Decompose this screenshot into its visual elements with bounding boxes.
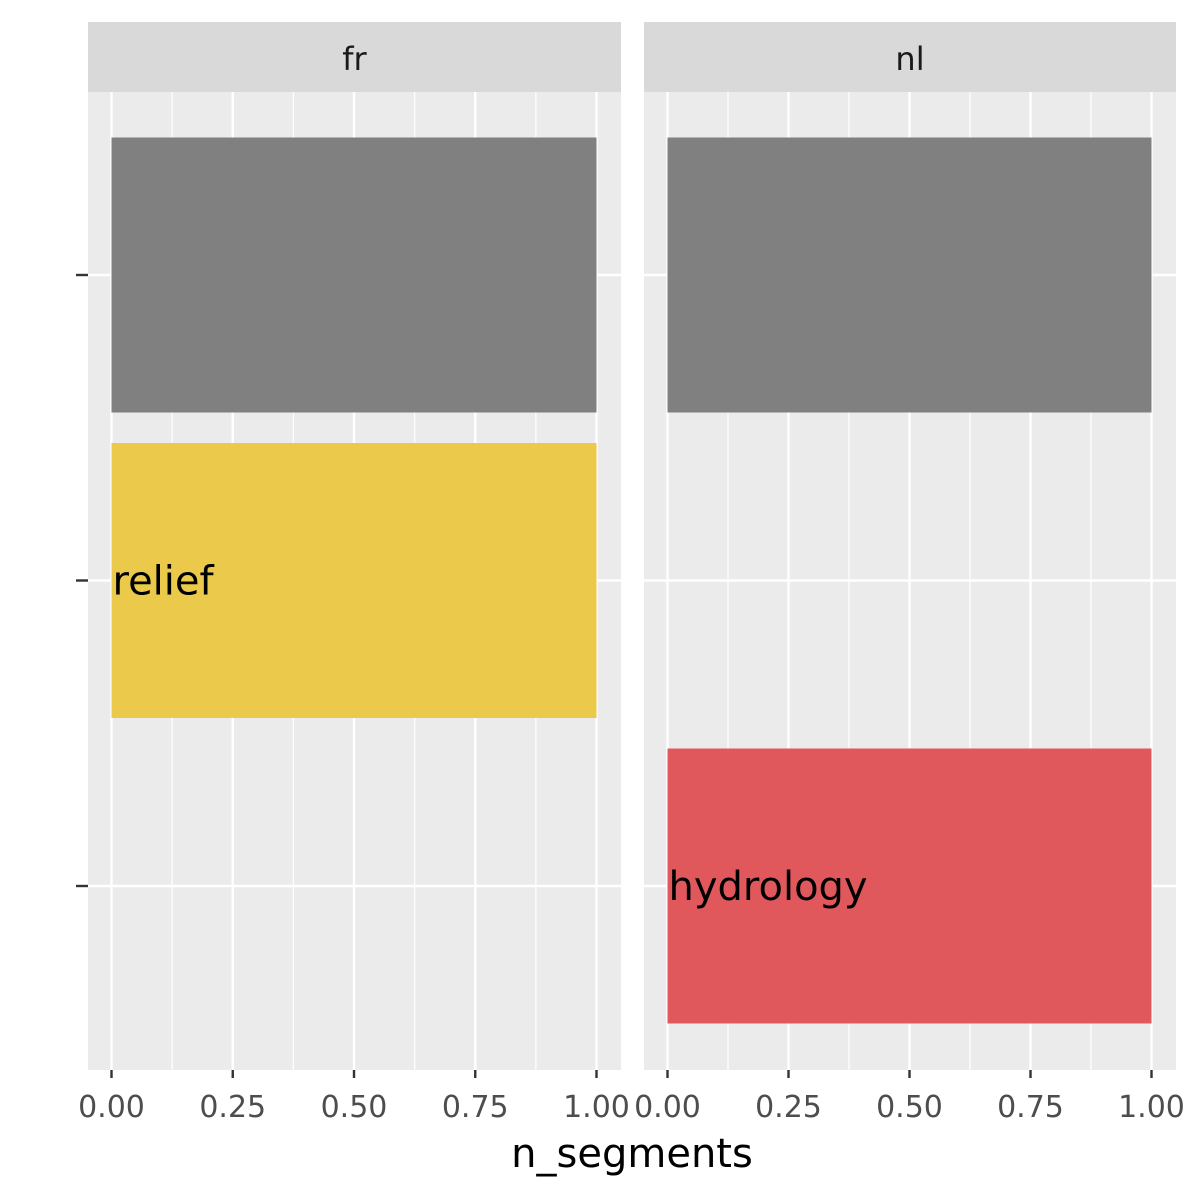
- x-axis-title: n_segments: [511, 1131, 753, 1177]
- facet-panel-fr: fr relief 0.00 0.25 0.50 0.75 1.00: [78, 22, 630, 1125]
- bar-label: relief: [113, 559, 215, 605]
- x-tick-label: 0.75: [442, 1090, 509, 1125]
- facet-strip-label: fr: [342, 40, 367, 78]
- facet-panel-nl: nl hydrology 0.00 0.25 0.50 0.75 1.00: [634, 22, 1185, 1125]
- bar: [667, 137, 1152, 413]
- x-tick-label: 0.00: [78, 1090, 145, 1125]
- bar: [111, 443, 597, 718]
- bar-label: hydrology: [669, 864, 868, 910]
- facet-strip: [644, 22, 1176, 92]
- x-tick-label: 1.00: [1118, 1090, 1185, 1125]
- x-tick-label: 0.25: [199, 1090, 266, 1125]
- x-tick-label: 0.50: [876, 1090, 943, 1125]
- facets: fr relief 0.00 0.25 0.50 0.75 1.00 nl hydrology 0…: [78, 22, 1185, 1125]
- x-tick-label: 0.75: [997, 1090, 1064, 1125]
- x-tick-label: 0.25: [755, 1090, 822, 1125]
- y-axis-ticks: [76, 273, 88, 888]
- bar: [667, 748, 1152, 1024]
- facet-strip: [88, 22, 621, 92]
- x-tick-label: 0.50: [321, 1090, 388, 1125]
- bar: [111, 137, 597, 413]
- x-tick-label: 0.00: [634, 1090, 701, 1125]
- x-tick-label: 1.00: [563, 1090, 630, 1125]
- facet-strip-label: nl: [895, 40, 924, 78]
